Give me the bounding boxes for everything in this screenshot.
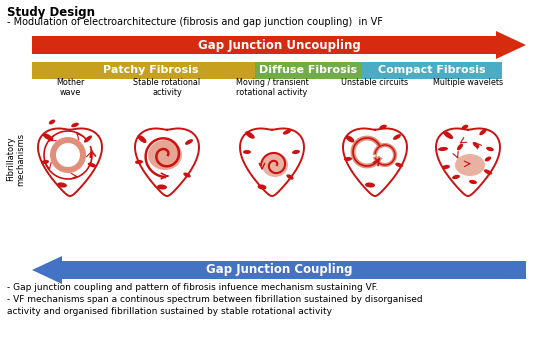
Ellipse shape [473, 142, 479, 148]
Ellipse shape [262, 153, 288, 177]
Ellipse shape [345, 136, 355, 143]
Ellipse shape [442, 165, 450, 169]
FancyBboxPatch shape [255, 62, 362, 79]
FancyBboxPatch shape [62, 261, 526, 279]
Ellipse shape [393, 134, 401, 140]
Text: Multiple wavelets: Multiple wavelets [433, 78, 503, 87]
Ellipse shape [457, 144, 463, 150]
Ellipse shape [379, 125, 387, 129]
Ellipse shape [344, 157, 352, 161]
Ellipse shape [484, 169, 492, 175]
FancyBboxPatch shape [32, 62, 47, 79]
Text: - Modulation of electroarchitecture (fibrosis and gap junction coupling)  in VF: - Modulation of electroarchitecture (fib… [7, 17, 383, 27]
Text: Compact Fibrosis: Compact Fibrosis [378, 65, 486, 75]
Ellipse shape [41, 160, 49, 164]
Text: Diffuse Fibrosis: Diffuse Fibrosis [259, 65, 357, 75]
FancyBboxPatch shape [32, 36, 496, 54]
Ellipse shape [157, 184, 167, 189]
Ellipse shape [283, 129, 291, 135]
Ellipse shape [185, 139, 193, 145]
Ellipse shape [292, 150, 300, 154]
Ellipse shape [57, 182, 67, 188]
Polygon shape [496, 31, 526, 59]
Ellipse shape [245, 131, 254, 139]
Text: - VF mechanisms span a continous spectrum between fibrillation sustained by diso: - VF mechanisms span a continous spectru… [7, 295, 423, 304]
FancyBboxPatch shape [362, 62, 502, 79]
Text: Gap Junction Uncoupling: Gap Junction Uncoupling [197, 39, 360, 51]
Ellipse shape [443, 131, 453, 139]
Polygon shape [32, 256, 62, 284]
Ellipse shape [452, 175, 460, 179]
Ellipse shape [243, 150, 251, 154]
Ellipse shape [43, 133, 53, 141]
Ellipse shape [485, 156, 491, 161]
Ellipse shape [486, 147, 494, 151]
Ellipse shape [148, 140, 182, 170]
FancyBboxPatch shape [47, 62, 255, 79]
Text: Moving / transient
rotational activity: Moving / transient rotational activity [236, 78, 308, 97]
Ellipse shape [135, 160, 143, 164]
Ellipse shape [183, 172, 191, 177]
Ellipse shape [84, 136, 92, 143]
Text: Fibrillatory
mechanisms: Fibrillatory mechanisms [6, 132, 26, 185]
Ellipse shape [395, 163, 403, 167]
Text: Mother
wave: Mother wave [56, 78, 84, 97]
Ellipse shape [258, 184, 266, 190]
Ellipse shape [71, 123, 79, 127]
Text: Unstable circuits: Unstable circuits [342, 78, 408, 87]
Text: Gap Junction Coupling: Gap Junction Coupling [206, 263, 352, 276]
Ellipse shape [479, 129, 487, 135]
Text: Stable rotational
activity: Stable rotational activity [133, 78, 201, 97]
Ellipse shape [365, 182, 375, 188]
Ellipse shape [286, 175, 294, 179]
Text: - Gap junction coupling and pattern of fibrosis infuence mechanism sustaining VF: - Gap junction coupling and pattern of f… [7, 283, 378, 292]
Ellipse shape [462, 125, 468, 129]
Ellipse shape [138, 135, 146, 143]
Ellipse shape [455, 154, 485, 176]
Ellipse shape [88, 162, 96, 167]
Ellipse shape [49, 120, 55, 125]
Text: Study Design: Study Design [7, 6, 95, 19]
Ellipse shape [438, 147, 448, 151]
Ellipse shape [469, 180, 477, 184]
Text: Patchy Fibrosis: Patchy Fibrosis [103, 65, 199, 75]
Text: activity and organised fibrillation sustained by stable rotational activity: activity and organised fibrillation sust… [7, 307, 332, 316]
